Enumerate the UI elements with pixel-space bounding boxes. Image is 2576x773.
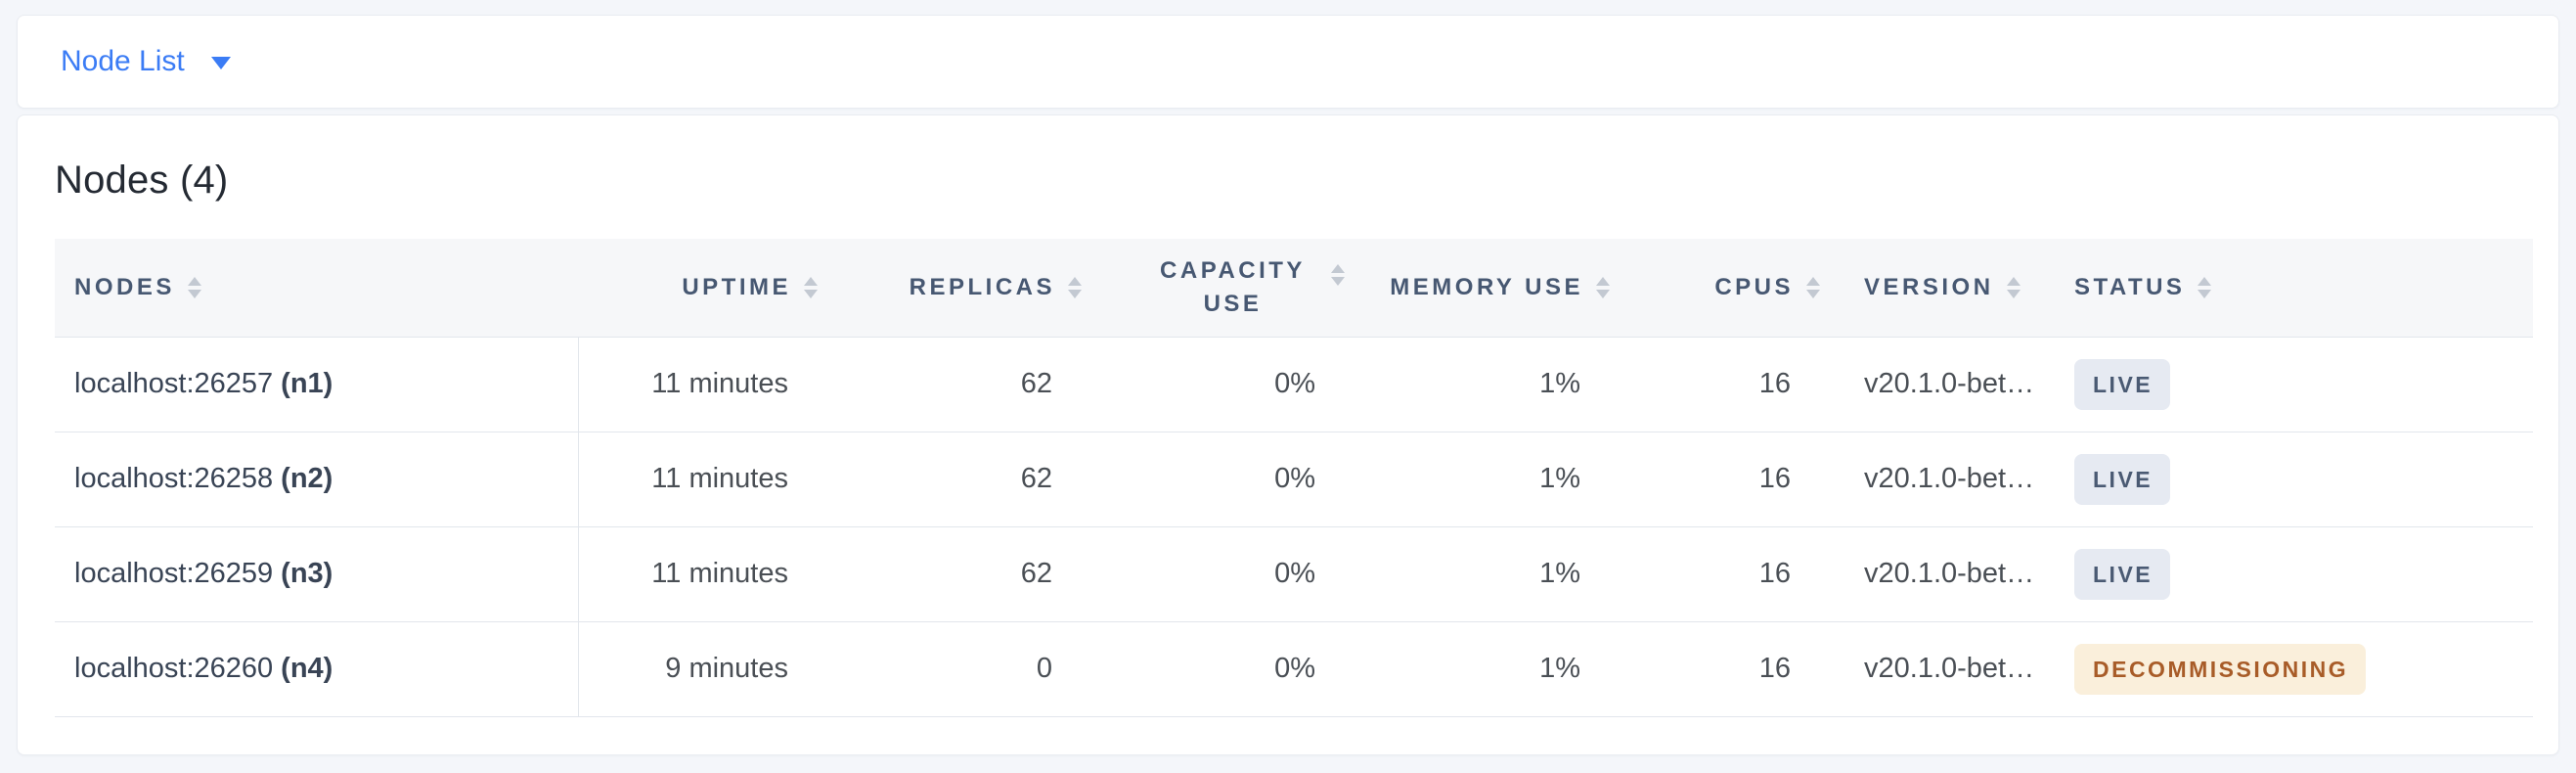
memory-use-cell: 1% bbox=[1360, 337, 1610, 432]
version-cell: v20.1.0-bet… bbox=[1820, 432, 2045, 527]
node-address-cell: localhost:26259 (n3) bbox=[55, 526, 579, 622]
status-badge: DECOMMISSIONING bbox=[2074, 643, 2367, 695]
node-id: (n4) bbox=[281, 653, 333, 684]
node-address-cell: localhost:26260 (n4) bbox=[55, 621, 579, 717]
column-header-uptime[interactable]: UPTIME bbox=[578, 239, 818, 338]
replicas-cell: 62 bbox=[818, 526, 1082, 622]
column-header-capacity-use[interactable]: CAPACITY USE bbox=[1082, 239, 1360, 338]
view-mode-label: Node List bbox=[61, 45, 185, 77]
node-address-cell: localhost:26257 (n1) bbox=[55, 337, 579, 432]
sort-icon bbox=[1068, 276, 1082, 298]
sort-icon bbox=[1331, 264, 1345, 287]
cpus-cell: 16 bbox=[1610, 432, 1820, 527]
node-id: (n3) bbox=[281, 558, 333, 589]
sort-icon bbox=[2198, 276, 2212, 298]
node-row-n4[interactable]: localhost:26260 (n4) 9 minutes 0 0% 1% 16… bbox=[55, 621, 2533, 717]
version-cell: v20.1.0-bet… bbox=[1820, 337, 2045, 432]
status-cell: LIVE bbox=[2045, 526, 2533, 622]
column-label-replicas: REPLICAS bbox=[909, 273, 1055, 300]
column-label-uptime: UPTIME bbox=[682, 273, 791, 300]
node-id: (n2) bbox=[281, 463, 333, 494]
status-badge: LIVE bbox=[2074, 453, 2171, 505]
sort-icon bbox=[2006, 276, 2021, 298]
column-header-replicas[interactable]: REPLICAS bbox=[818, 239, 1082, 338]
uptime-cell: 11 minutes bbox=[578, 432, 818, 527]
node-row-n1[interactable]: localhost:26257 (n1) 11 minutes 62 0% 1% … bbox=[55, 337, 2533, 432]
view-mode-dropdown[interactable]: Node List bbox=[61, 47, 231, 76]
node-address: localhost:26260 bbox=[74, 653, 274, 684]
panel-title: Nodes (4) bbox=[55, 159, 229, 202]
column-label-version: VERSION bbox=[1864, 273, 1994, 300]
capacity-use-cell: 0% bbox=[1082, 526, 1360, 622]
column-label-capacity-use: CAPACITY USE bbox=[1160, 257, 1306, 317]
column-label-status: STATUS bbox=[2074, 273, 2186, 300]
node-row-n2[interactable]: localhost:26258 (n2) 11 minutes 62 0% 1% … bbox=[55, 432, 2533, 527]
node-address: localhost:26257 bbox=[74, 368, 274, 399]
status-badge: LIVE bbox=[2074, 548, 2171, 600]
node-address-cell: localhost:26258 (n2) bbox=[55, 432, 579, 527]
sort-icon bbox=[1596, 276, 1610, 298]
version-cell: v20.1.0-bet… bbox=[1820, 526, 2045, 622]
node-address: localhost:26259 bbox=[74, 558, 274, 589]
node-id: (n1) bbox=[281, 368, 333, 399]
node-table: NODES UPTIME REPLICAS CAPACITY USE MEMOR… bbox=[55, 239, 2533, 717]
replicas-cell: 62 bbox=[818, 337, 1082, 432]
cpus-cell: 16 bbox=[1610, 526, 1820, 622]
capacity-use-cell: 0% bbox=[1082, 432, 1360, 527]
status-cell: LIVE bbox=[2045, 337, 2533, 432]
replicas-cell: 0 bbox=[818, 621, 1082, 717]
cpus-cell: 16 bbox=[1610, 337, 1820, 432]
status-badge: LIVE bbox=[2074, 358, 2171, 410]
column-label-nodes: NODES bbox=[74, 273, 175, 300]
uptime-cell: 11 minutes bbox=[578, 526, 818, 622]
capacity-use-cell: 0% bbox=[1082, 337, 1360, 432]
status-cell: DECOMMISSIONING bbox=[2045, 621, 2533, 717]
memory-use-cell: 1% bbox=[1360, 621, 1610, 717]
uptime-cell: 11 minutes bbox=[578, 337, 818, 432]
column-header-cpus[interactable]: CPUS bbox=[1610, 239, 1820, 338]
column-header-nodes[interactable]: NODES bbox=[55, 239, 578, 338]
version-cell: v20.1.0-bet… bbox=[1820, 621, 2045, 717]
column-label-cpus: CPUS bbox=[1714, 273, 1794, 300]
status-cell: LIVE bbox=[2045, 432, 2533, 527]
column-header-version[interactable]: VERSION bbox=[1820, 239, 2045, 338]
table-header-row: NODES UPTIME REPLICAS CAPACITY USE MEMOR… bbox=[55, 239, 2533, 338]
capacity-use-cell: 0% bbox=[1082, 621, 1360, 717]
column-header-status[interactable]: STATUS bbox=[2045, 239, 2533, 338]
node-address: localhost:26258 bbox=[74, 463, 274, 494]
sort-icon bbox=[1806, 276, 1820, 298]
view-selector-bar: Node List bbox=[17, 15, 2559, 109]
sort-icon bbox=[187, 276, 201, 298]
replicas-cell: 62 bbox=[818, 432, 1082, 527]
cpus-cell: 16 bbox=[1610, 621, 1820, 717]
caret-down-icon bbox=[210, 57, 231, 69]
sort-icon bbox=[804, 276, 818, 298]
column-header-memory-use[interactable]: MEMORY USE bbox=[1360, 239, 1610, 338]
column-label-memory-use: MEMORY USE bbox=[1390, 273, 1583, 300]
nodes-panel: Nodes (4) NODES UPTIME REPLICAS CAPACITY… bbox=[17, 114, 2559, 755]
node-row-n3[interactable]: localhost:26259 (n3) 11 minutes 62 0% 1% … bbox=[55, 526, 2533, 622]
memory-use-cell: 1% bbox=[1360, 526, 1610, 622]
uptime-cell: 9 minutes bbox=[578, 621, 818, 717]
memory-use-cell: 1% bbox=[1360, 432, 1610, 527]
